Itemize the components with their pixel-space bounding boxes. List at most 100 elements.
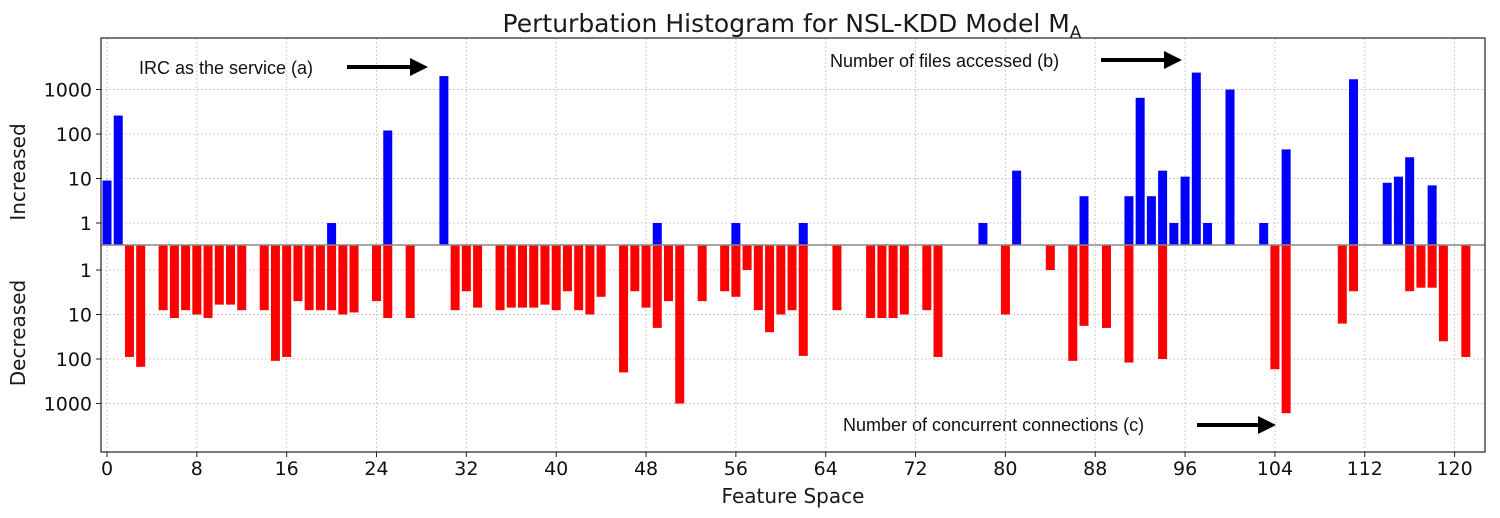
bar-decreased-14 [259,245,269,311]
x-tick-label: 24 [364,458,388,480]
bar-decreased-94 [1158,245,1168,359]
bar-decreased-43 [585,245,595,315]
bar-increased-97 [1191,72,1201,245]
x-tick-label: 8 [191,458,203,480]
bar-increased-95 [1169,223,1179,245]
bar-increased-100 [1225,89,1235,245]
y-tick-label-bottom: 100 [56,349,92,371]
bar-decreased-121 [1461,245,1471,357]
bar-increased-62 [798,223,808,245]
bar-decreased-84 [1045,245,1055,270]
bar-decreased-91 [1124,245,1134,363]
x-tick-label: 72 [903,458,927,480]
bar-increased-105 [1281,149,1291,245]
bar-decreased-32 [461,245,471,292]
bar-decreased-47 [630,245,640,292]
annotation-a-text: IRC as the service (a) [139,58,313,78]
x-tick-label: 64 [814,458,838,480]
bar-decreased-105 [1281,245,1291,414]
x-tick-label: 112 [1347,458,1383,480]
x-tick-label: 0 [101,458,113,480]
bar-increased-30 [439,76,449,246]
bar-decreased-18 [304,245,314,311]
y-tick-label-top: 1000 [44,80,92,102]
bar-increased-94 [1158,170,1168,245]
bar-increased-1 [113,115,123,245]
bar-decreased-49 [652,245,662,328]
bar-decreased-70 [888,245,898,319]
y-tick-label-top: 1 [80,213,92,235]
bar-increased-98 [1203,223,1213,245]
bar-decreased-51 [675,245,685,404]
bar-decreased-6 [169,245,179,319]
bar-decreased-60 [776,245,786,315]
bar-decreased-56 [731,245,741,297]
bar-decreased-24 [372,245,382,302]
bar-decreased-10 [214,245,224,305]
x-tick-label: 80 [993,458,1017,480]
tick-labels: 0 8 16 24 32 40 48 56 64 72 80 88 96 104 112 1201101001… [44,80,1473,481]
bar-decreased-19 [315,245,325,311]
annotation-a-arrowhead [410,58,428,76]
bar-increased-111 [1349,79,1359,245]
bar-increased-56 [731,223,741,245]
bar-decreased-39 [540,245,550,305]
bar-decreased-58 [753,245,763,311]
bar-increased-92 [1135,97,1145,246]
bar-decreased-117 [1416,245,1426,288]
bar-decreased-116 [1405,245,1415,292]
bar-decreased-31 [450,245,460,311]
x-tick-label: 120 [1436,458,1472,480]
bar-decreased-110 [1337,245,1347,324]
bar-decreased-22 [349,245,359,313]
y-tick-label-bottom: 1000 [44,394,92,416]
bar-decreased-27 [405,245,415,319]
bar-decreased-12 [237,245,247,311]
y-axis-label-increased: Increased [6,123,30,220]
bar-decreased-37 [518,245,528,308]
bar-decreased-33 [473,245,483,308]
bar-decreased-17 [293,245,303,302]
bar-decreased-9 [203,245,213,319]
bar-increased-25 [383,130,393,245]
annotation-b-text: Number of files accessed (b) [830,51,1059,71]
bar-increased-115 [1393,176,1403,245]
y-tick-label-bottom: 1 [80,260,92,282]
x-tick-label: 96 [1173,458,1197,480]
bar-decreased-41 [562,245,572,292]
x-tick-label: 32 [454,458,478,480]
bar-decreased-42 [574,245,584,311]
bar-decreased-48 [641,245,651,308]
bar-decreased-35 [495,245,505,311]
bar-increased-93 [1146,196,1156,245]
bar-decreased-44 [596,245,606,297]
y-tick-label-bottom: 10 [68,305,92,327]
bar-decreased-62 [798,245,808,356]
bar-decreased-36 [506,245,516,308]
bar-decreased-11 [226,245,236,305]
bar-increased-49 [652,223,662,245]
bar-decreased-46 [619,245,629,373]
annotation-b-arrowhead [1164,51,1182,69]
x-tick-label: 56 [724,458,748,480]
bar-increased-103 [1259,223,1269,245]
bar-increased-116 [1405,157,1415,245]
bar-decreased-38 [529,245,539,308]
bar-decreased-50 [664,245,673,302]
chart-title-main: Perturbation Histogram for NSL-KDD Model… [503,9,1070,38]
bar-increased-87 [1079,196,1089,245]
bar-decreased-59 [765,245,775,333]
bar-decreased-69 [877,245,887,319]
bar-decreased-86 [1068,245,1078,361]
bar-decreased-68 [866,245,876,319]
chart-title: Perturbation Histogram for NSL-KDD Model… [503,9,1082,43]
bar-decreased-111 [1349,245,1359,292]
annotation-c-text: Number of concurrent connections (c) [843,415,1144,435]
bar-increased-91 [1124,196,1134,245]
bar-decreased-89 [1101,245,1111,328]
bar-increased-114 [1382,182,1392,245]
bar-decreased-53 [697,245,707,302]
y-tick-label-top: 10 [68,169,92,191]
bar-decreased-8 [192,245,202,315]
